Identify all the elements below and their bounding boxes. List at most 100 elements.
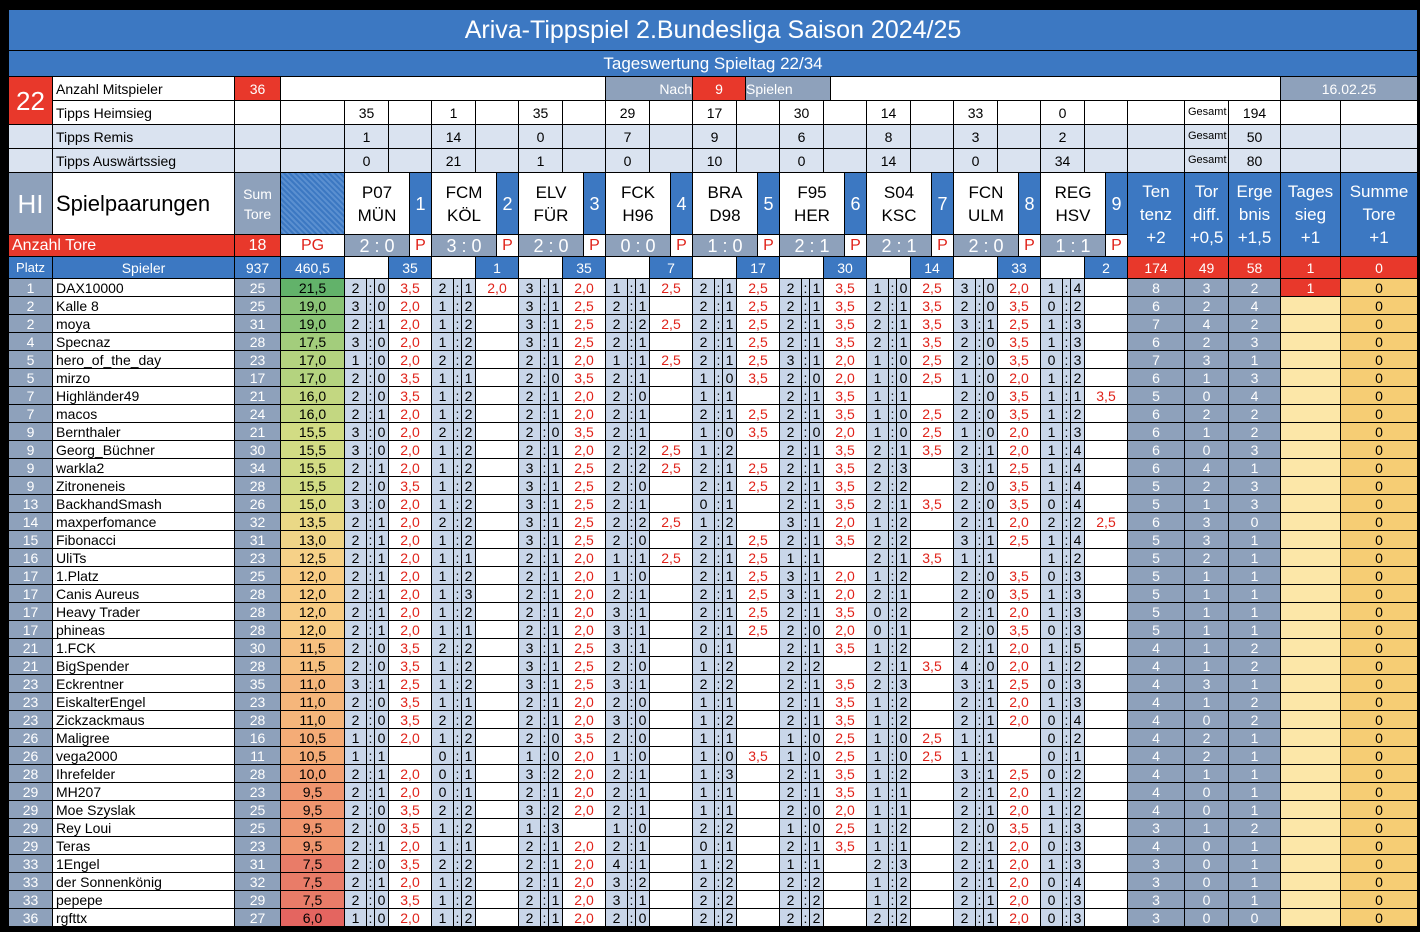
player-tendenz: 8 [1128,279,1184,296]
player-summe: 0 [1341,279,1417,296]
tip-away: 2 [810,891,823,908]
player-name: 1.Platz [53,567,234,584]
tip-points [1085,891,1127,908]
tip-away: 1 [636,369,649,386]
tip-away: 2 [1071,297,1084,314]
tip-points [911,459,953,476]
tip-home: 2 [606,297,627,314]
player-tore: 28 [235,603,280,620]
info-blank [824,125,866,148]
total-blank [1041,257,1084,278]
matchday-number: 22 [9,77,52,124]
tip-sep: : [628,909,635,926]
tip-points: 2,0 [563,567,605,584]
player-tagessieg [1281,441,1340,458]
player-tagessieg [1281,783,1340,800]
tip-away: 1 [984,765,997,782]
tip-away: 2 [462,909,475,926]
player-summe: 0 [1341,819,1417,836]
tip-away: 1 [375,585,388,602]
tip-away: 2 [462,297,475,314]
player-tendenz: 4 [1128,639,1184,656]
tip-points: 2,5 [824,747,866,764]
tip-away: 1 [723,405,736,422]
tip-away: 0 [375,891,388,908]
bonus-header-line: +1,5 [1237,228,1272,247]
tip-away: 0 [723,747,736,764]
tip-away: 1 [549,909,562,926]
tip-home: 3 [519,801,540,818]
match-away-team: MÜN [357,205,397,225]
match-tip-count: 7 [650,257,692,278]
p-label: P [1019,235,1040,256]
tips-count: 17 [693,101,736,124]
info-blank [1281,149,1340,172]
tip-away: 0 [984,297,997,314]
player-tagessieg [1281,459,1340,476]
tip-away: 3 [1071,693,1084,710]
tip-away: 0 [984,333,997,350]
tip-home: 1 [1041,585,1062,602]
tip-away: 1 [810,459,823,476]
tip-home: 1 [1041,369,1062,386]
match-result: 3 : 0 [432,235,496,256]
player-tendenz: 6 [1128,405,1184,422]
match-away-team: HER [794,205,830,225]
tip-points: 3,5 [998,585,1040,602]
tip-points: 2,5 [737,315,779,332]
tip-home: 2 [693,567,714,584]
tip-sep: : [367,621,374,638]
tip-sep: : [889,441,896,458]
match-away-team: FÜR [533,205,569,225]
player-tagessieg: 1 [1281,279,1340,296]
tip-home: 1 [432,369,453,386]
tip-points: 2,5 [563,477,605,494]
player-ergebnis: 1 [1229,801,1280,818]
tip-home: 2 [780,369,801,386]
tip-home: 2 [345,513,366,530]
tip-away: 1 [897,333,910,350]
tip-sep: : [976,297,983,314]
tip-sep: : [715,855,722,872]
tip-points: 2,5 [737,567,779,584]
tip-away: 1 [723,333,736,350]
tip-home: 2 [432,801,453,818]
tip-points: 3,5 [737,423,779,440]
player-name: 1.FCK [53,639,234,656]
tip-sep: : [454,495,461,512]
tip-sep: : [1063,693,1070,710]
tip-points: 2,0 [824,567,866,584]
tip-points [650,477,692,494]
tip-points [650,675,692,692]
tip-points: 3,5 [824,765,866,782]
tip-away: 1 [549,297,562,314]
tip-away: 1 [636,675,649,692]
tip-away: 5 [1071,639,1084,656]
player-tendenz: 3 [1128,855,1184,872]
tip-away: 4 [1071,873,1084,890]
total-pg: 460,5 [281,257,344,278]
tips-count: 35 [345,101,388,124]
tip-away: 0 [375,297,388,314]
player-tagessieg [1281,909,1340,926]
player-name: Bernthaler [53,423,234,440]
tip-away: 1 [723,387,736,404]
tip-sep: : [628,639,635,656]
tip-points: 2,5 [998,765,1040,782]
info-blank [235,125,280,148]
player-tore: 17 [235,369,280,386]
tip-sep: : [889,513,896,530]
tip-home: 0 [1041,621,1062,638]
tip-home: 2 [954,333,975,350]
tip-home: 2 [780,423,801,440]
tip-points: 3,5 [824,297,866,314]
tips-count: 9 [693,125,736,148]
tip-home: 1 [1041,423,1062,440]
info-blank [1281,125,1340,148]
player-rank: 23 [9,675,52,692]
tip-sep: : [454,387,461,404]
tip-points: 2,5 [911,747,953,764]
player-tordiff: 2 [1185,405,1228,422]
player-ergebnis: 3 [1229,477,1280,494]
tip-home: 2 [519,837,540,854]
